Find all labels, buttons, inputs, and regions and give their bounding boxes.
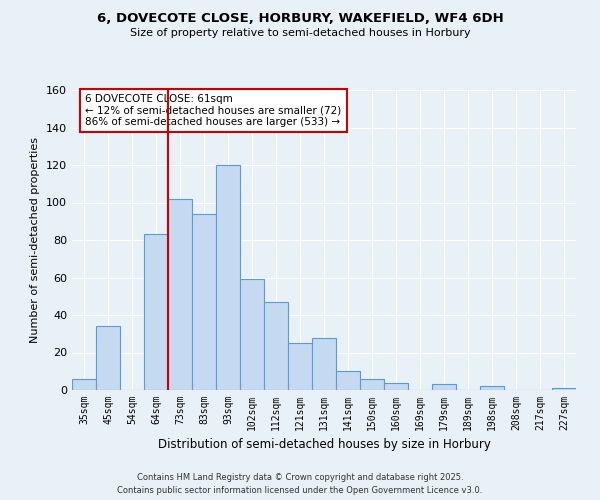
Bar	[432, 384, 456, 390]
Bar	[360, 379, 384, 390]
Bar	[192, 214, 216, 390]
Text: Contains HM Land Registry data © Crown copyright and database right 2025.: Contains HM Land Registry data © Crown c…	[137, 474, 463, 482]
Bar	[240, 280, 264, 390]
Bar	[312, 338, 336, 390]
Y-axis label: Number of semi-detached properties: Number of semi-detached properties	[31, 137, 40, 343]
X-axis label: Distribution of semi-detached houses by size in Horbury: Distribution of semi-detached houses by …	[158, 438, 490, 452]
Bar	[288, 343, 312, 390]
Bar	[72, 379, 96, 390]
Text: Size of property relative to semi-detached houses in Horbury: Size of property relative to semi-detach…	[130, 28, 470, 38]
Bar	[96, 326, 120, 390]
Text: 6 DOVECOTE CLOSE: 61sqm
← 12% of semi-detached houses are smaller (72)
86% of se: 6 DOVECOTE CLOSE: 61sqm ← 12% of semi-de…	[85, 94, 341, 127]
Bar	[264, 302, 288, 390]
Bar	[552, 388, 576, 390]
Bar	[336, 371, 360, 390]
Bar	[384, 382, 408, 390]
Text: Contains public sector information licensed under the Open Government Licence v3: Contains public sector information licen…	[118, 486, 482, 495]
Bar	[216, 165, 240, 390]
Bar	[480, 386, 504, 390]
Text: 6, DOVECOTE CLOSE, HORBURY, WAKEFIELD, WF4 6DH: 6, DOVECOTE CLOSE, HORBURY, WAKEFIELD, W…	[97, 12, 503, 26]
Bar	[168, 198, 192, 390]
Bar	[144, 234, 168, 390]
